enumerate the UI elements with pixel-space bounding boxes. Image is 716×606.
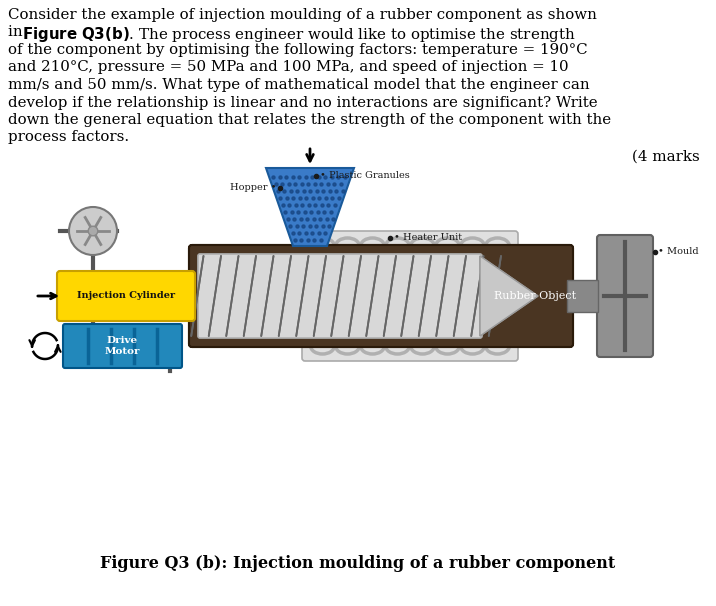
FancyBboxPatch shape — [302, 231, 518, 361]
Text: Injection Cylinder: Injection Cylinder — [77, 291, 175, 301]
FancyBboxPatch shape — [189, 245, 573, 347]
FancyBboxPatch shape — [198, 254, 482, 338]
Text: • Heater Unit: • Heater Unit — [394, 233, 462, 242]
FancyBboxPatch shape — [63, 324, 182, 368]
Text: $\mathbf{Figure\ Q3(b)}$. The process engineer would like to optimise the streng: $\mathbf{Figure\ Q3(b)}$. The process en… — [22, 25, 576, 44]
Text: (4 marks: (4 marks — [632, 150, 700, 164]
Text: down the general equation that relates the strength of the component with the: down the general equation that relates t… — [8, 113, 611, 127]
Circle shape — [69, 207, 117, 255]
Text: develop if the relationship is linear and no interactions are significant? Write: develop if the relationship is linear an… — [8, 96, 598, 110]
Text: of the component by optimising the following factors: temperature = 190°C: of the component by optimising the follo… — [8, 43, 588, 57]
Polygon shape — [480, 256, 538, 336]
Text: mm/s and 50 mm/s. What type of mathematical model that the engineer can: mm/s and 50 mm/s. What type of mathemati… — [8, 78, 589, 92]
Text: in: in — [8, 25, 27, 39]
Text: Figure Q3 (b): Injection moulding of a rubber component: Figure Q3 (b): Injection moulding of a r… — [100, 555, 616, 572]
Text: process factors.: process factors. — [8, 130, 129, 144]
Text: • Plastic Granules: • Plastic Granules — [320, 171, 410, 181]
FancyBboxPatch shape — [189, 245, 573, 347]
Text: and 210°C, pressure = 50 MPa and 100 MPa, and speed of injection = 10: and 210°C, pressure = 50 MPa and 100 MPa… — [8, 61, 569, 75]
Text: • Mould: • Mould — [658, 247, 699, 256]
Circle shape — [88, 226, 98, 236]
Polygon shape — [480, 256, 538, 336]
Text: Rubber Object: Rubber Object — [494, 291, 576, 301]
FancyBboxPatch shape — [597, 235, 653, 357]
Text: Hopper •: Hopper • — [230, 184, 276, 193]
Bar — [567, 280, 598, 312]
Text: Consider the example of injection moulding of a rubber component as shown: Consider the example of injection mouldi… — [8, 8, 597, 22]
FancyBboxPatch shape — [198, 254, 482, 338]
Text: Drive
Motor: Drive Motor — [105, 336, 140, 356]
Polygon shape — [266, 168, 354, 246]
FancyBboxPatch shape — [57, 271, 195, 321]
